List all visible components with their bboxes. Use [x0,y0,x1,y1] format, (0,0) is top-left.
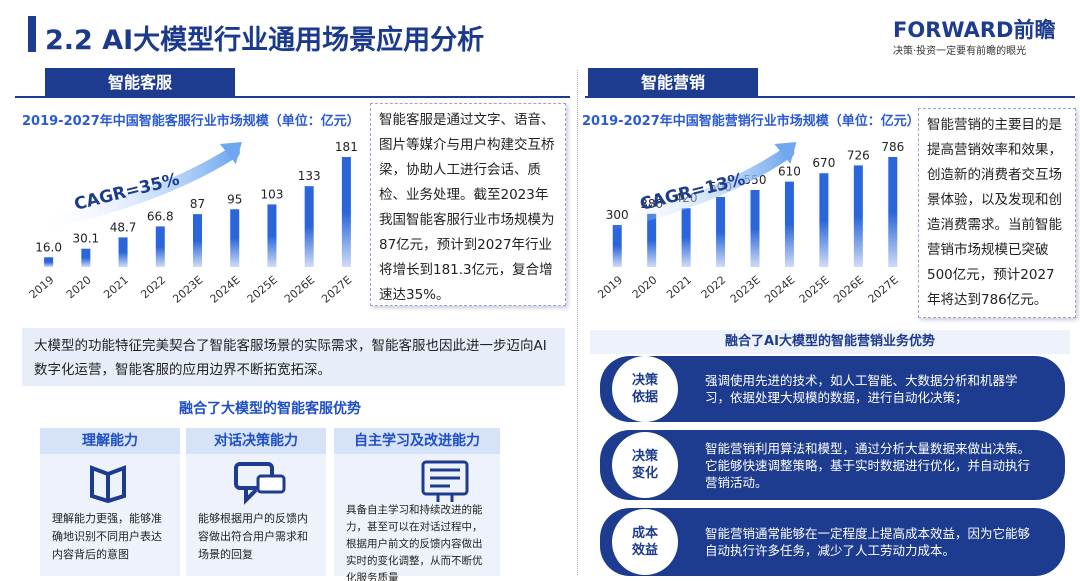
divider [15,96,570,98]
value-label: 610 [778,165,801,179]
trend-arrow [601,146,795,231]
advantages-title: 融合了大模型的智能客服优势 [179,401,361,417]
value-label: 133 [298,169,321,183]
x-tick-label: 2023E [728,273,763,305]
x-tick-label: 2024E [762,273,797,305]
x-tick-label: 2022 [699,273,729,301]
page-title: 2.2 AI大模型行业通用场景应用分析 [45,25,485,56]
value-label: 103 [260,187,283,201]
chart: 16.0 2019 30.1 2020 48.7 2021 66.8 2022 87 2023E 9… [27,140,358,306]
x-tick-label: 2026E [282,273,317,305]
divider [585,96,1075,98]
x-tick-label: 2020 [64,273,94,301]
item-label-text: 决策依据 [631,373,658,405]
x-tick-label: 2022 [138,273,168,301]
x-tick-label: 2021 [664,273,694,301]
card-title: 理解能力 [40,428,180,454]
slogan: 决策·投资一定要有前瞻的眼光 [893,46,1027,57]
description: 智能客服是通过文字、语音、图片等媒介与用户构建交互桥梁，协助人工进行会话、质检、… [370,103,566,306]
value-label: 30.1 [72,232,99,246]
bar [118,237,128,267]
bar [304,186,314,267]
bar [230,209,240,267]
item-label: 决策变化 [612,432,678,498]
x-tick-label: 2019 [27,273,57,301]
section-tab: 智能客服 [45,68,235,98]
bar [716,197,726,267]
description: 智能营销的主要目的是提高营销效率和效果，创造新的消费者交互场景体验，以及发现和创… [918,108,1076,318]
value-label: 48.7 [110,220,137,234]
item-label-text: 成本效益 [631,526,658,558]
bar [681,208,691,267]
card-text: 能够根据用户的反馈内容做出符合用户需求和场景的回复 [186,454,326,576]
bar [647,213,657,267]
x-tick-label: 2027E [319,273,354,305]
chart: 30020193802020420202150020225502023E6102… [595,140,904,306]
advantage-item: 决策依据 强调使用先进的技术，如人工智能、大数据分析和机器学习，依据处理大规模的… [600,356,1065,422]
x-tick-label: 2026E [831,273,866,305]
item-label-text: 决策变化 [631,449,658,481]
advantage-item: 决策变化 智能营销利用算法和模型，通过分析大量数据来做出决策。它能够快速调整策略… [600,430,1065,500]
summary: 大模型的功能特征完美契合了智能客服场景的实际需求，智能客服也因此进一步迈向AI数… [22,328,565,386]
value-label: 87 [190,197,205,211]
bar [750,190,760,267]
bar [81,248,91,267]
bar [888,157,898,267]
card-title: 自主学习及改进能力 [334,428,500,454]
item-label: 成本效益 [612,509,678,575]
x-tick-label: 2025E [245,273,280,305]
bar [853,165,863,267]
advantages-title: 融合了AI大模型的智能营销业务优势 [590,330,1070,354]
section-tab: 智能营销 [588,68,758,98]
bar [44,257,54,267]
bar [341,157,351,267]
value-label: 786 [881,140,904,154]
separator [577,70,578,575]
bar [267,204,277,267]
bar [819,173,829,267]
bar [155,226,165,267]
x-tick-label: 2027E [866,273,901,305]
value-label: 181 [335,140,358,154]
card-title: 对话决策能力 [186,428,326,454]
value-label: 16.0 [35,240,62,254]
x-tick-label: 2024E [208,273,243,305]
value-label: 670 [812,156,835,170]
bar [784,181,794,267]
advantage-item: 成本效益 智能营销通常能够在一定程度上提高成本效益，因为它能够自动执行许多任务，… [600,508,1065,576]
card-icons [90,460,469,505]
arrow-head [219,142,242,164]
x-tick-label: 2019 [595,273,625,301]
item-text: 智能营销利用算法和模型，通过分析大量数据来做出决策。它能够快速调整策略，基于实时… [705,441,1031,490]
x-tick-label: 2023E [170,273,205,305]
chart-title: 2019-2027年中国智能营销行业市场规模（单位：亿元） [582,114,920,129]
cagr-label: CAGR=35% [72,169,181,214]
chart-title: 2019-2027年中国智能客服行业市场规模（单位：亿元） [22,114,360,129]
arrow-head [774,142,797,164]
item-label: 决策依据 [612,356,678,422]
value-label: 726 [847,148,870,162]
value-label: 95 [227,192,242,206]
bar [612,225,622,267]
value-label: 66.8 [147,209,174,223]
x-tick-label: 2025E [797,273,832,305]
trend-arrow [32,146,240,231]
card-text: 具备自主学习和持续改进的能力，甚至可以在对话过程中，根据用户前文的反馈内容做出实… [334,454,500,581]
x-tick-label: 2021 [101,273,131,301]
cagr-label: CAGR=13% [638,169,747,214]
item-text: 强调使用先进的技术，如人工智能、大数据分析和机器学习，依据处理大规模的数据，进行… [705,373,1018,405]
bar [193,214,202,267]
x-tick-label: 2020 [630,273,660,301]
logo: FORWARD前瞻 [893,18,1056,42]
item-text: 智能营销通常能够在一定程度上提高成本效益，因为它能够自动执行许多任务，减少了人工… [705,526,1031,558]
title-bar [28,16,36,52]
